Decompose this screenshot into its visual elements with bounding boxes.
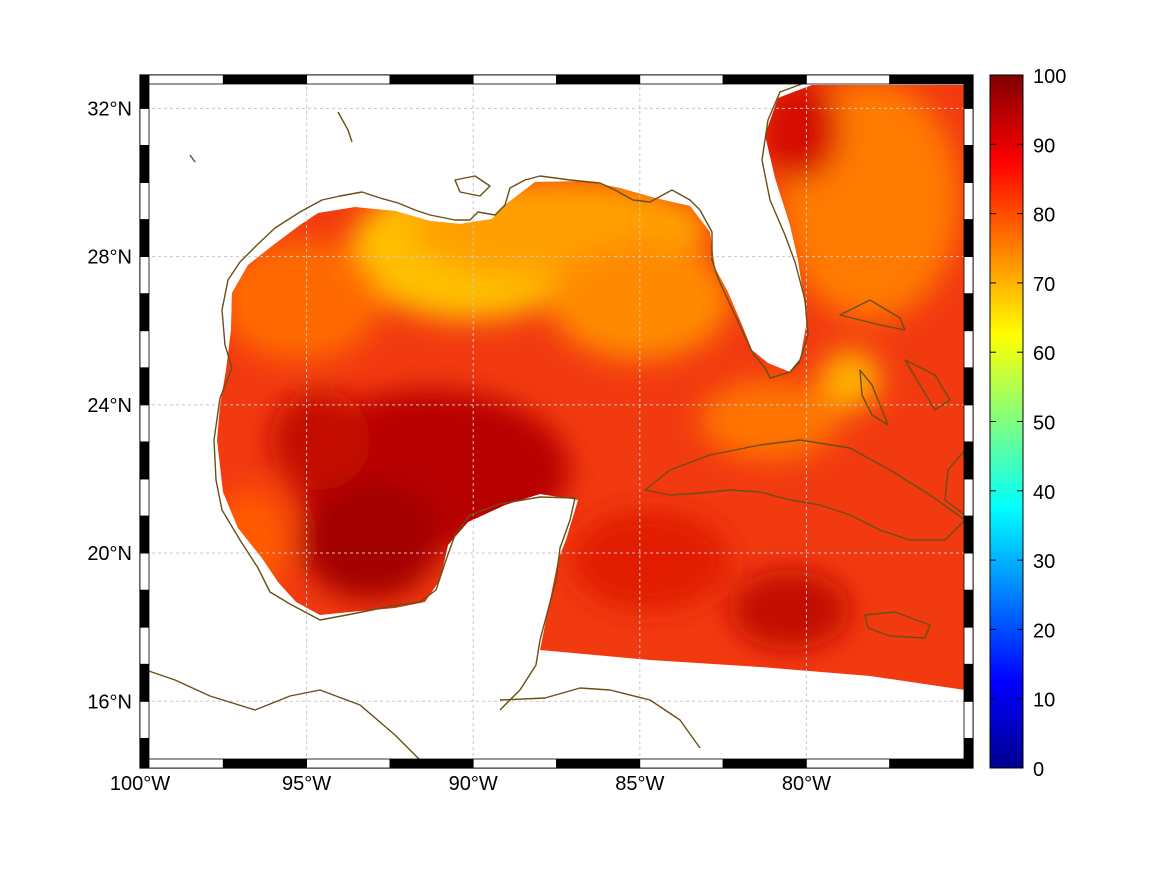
map-border xyxy=(139,74,974,769)
longitude-label: 85°W xyxy=(615,773,664,795)
border-segment-right xyxy=(963,367,974,406)
border-segment-top xyxy=(639,74,724,85)
map-grid xyxy=(140,75,973,768)
longitude-label: 80°W xyxy=(782,773,831,795)
longitude-label: 95°W xyxy=(282,773,331,795)
colorbar-tick-label: 0 xyxy=(1033,759,1044,781)
border-segment-left xyxy=(139,663,150,702)
border-segment-left xyxy=(139,145,150,183)
border-segment-top xyxy=(389,74,474,85)
border-segment-right xyxy=(963,515,974,554)
colorbar-tick-label: 100 xyxy=(1033,66,1066,88)
border-segment-left xyxy=(139,700,150,739)
border-segment-left xyxy=(139,441,150,480)
colorbar-tick-label: 10 xyxy=(1033,690,1055,712)
longitude-label: 100°W xyxy=(110,773,170,795)
border-segment-top xyxy=(139,74,224,85)
border-segment-top xyxy=(806,74,891,85)
latitude-label: 32°N xyxy=(87,98,132,120)
border-segment-top xyxy=(556,74,641,85)
colorbar-tick-label: 80 xyxy=(1033,205,1055,227)
border-segment-right xyxy=(963,330,974,369)
colorbar-tick-label: 30 xyxy=(1033,551,1055,573)
border-segment-left xyxy=(139,737,150,769)
border-segment-right xyxy=(963,552,974,591)
border-segment-bottom xyxy=(472,758,557,769)
latitude-label: 28°N xyxy=(87,247,132,269)
border-segment-top xyxy=(306,74,391,85)
border-segment-right xyxy=(963,256,974,295)
border-segment-left xyxy=(139,589,150,628)
border-segment-right xyxy=(963,663,974,702)
border-segment-left xyxy=(139,367,150,406)
border-segment-right xyxy=(963,182,974,220)
border-segment-right xyxy=(963,404,974,443)
border-segment-left xyxy=(139,404,150,443)
border-segment-left xyxy=(139,330,150,369)
border-segment-left xyxy=(139,626,150,665)
border-segment-top xyxy=(889,74,974,85)
border-segment-right xyxy=(963,219,974,257)
border-segment-left xyxy=(139,219,150,257)
border-segment-bottom xyxy=(556,758,641,769)
border-segment-right xyxy=(963,441,974,480)
latitude-labels: 32°N 28°N 24°N 20°N 16°N xyxy=(87,98,132,713)
colorbar-tick-label: 50 xyxy=(1033,413,1055,435)
border-segment-right xyxy=(963,700,974,739)
border-segment-left xyxy=(139,293,150,332)
border-segment-left xyxy=(139,478,150,517)
border-segment-left xyxy=(139,107,150,146)
border-segment-left xyxy=(139,515,150,554)
border-segment-top xyxy=(222,74,308,85)
border-segment-bottom xyxy=(139,758,224,769)
border-segment-right xyxy=(963,737,974,769)
border-segment-left xyxy=(139,256,150,295)
border-segment-top xyxy=(722,74,807,85)
border-segment-left xyxy=(139,182,150,220)
border-segment-right xyxy=(963,478,974,517)
colorbar-tick-label: 20 xyxy=(1033,620,1055,642)
border-segment-right xyxy=(963,145,974,183)
border-segment-left xyxy=(139,552,150,591)
colorbar-tick-label: 90 xyxy=(1033,135,1055,157)
coastline xyxy=(139,77,966,766)
longitude-label: 90°W xyxy=(449,773,498,795)
colorbar-tick-label: 70 xyxy=(1033,274,1055,296)
latitude-label: 24°N xyxy=(87,395,132,417)
border-segment-left xyxy=(139,74,150,109)
border-segment-bottom xyxy=(722,758,807,769)
border-segment-right xyxy=(963,626,974,665)
border-segment-bottom xyxy=(889,758,974,769)
latitude-label: 16°N xyxy=(87,691,132,713)
colorbar-tick-label: 40 xyxy=(1033,482,1055,504)
border-segment-bottom xyxy=(806,758,891,769)
border-segment-bottom xyxy=(306,758,391,769)
border-segment-right xyxy=(963,107,974,146)
colorbar-tick-label: 60 xyxy=(1033,343,1055,365)
longitude-labels: 100°W 95°W 90°W 85°W 80°W xyxy=(110,773,831,795)
border-segment-bottom xyxy=(639,758,724,769)
border-segment-bottom xyxy=(389,758,474,769)
border-segment-right xyxy=(963,293,974,332)
border-segment-right xyxy=(963,589,974,628)
border-segment-top xyxy=(472,74,557,85)
latitude-label: 20°N xyxy=(87,543,132,565)
border-segment-right xyxy=(963,74,974,109)
border-segment-bottom xyxy=(222,758,308,769)
